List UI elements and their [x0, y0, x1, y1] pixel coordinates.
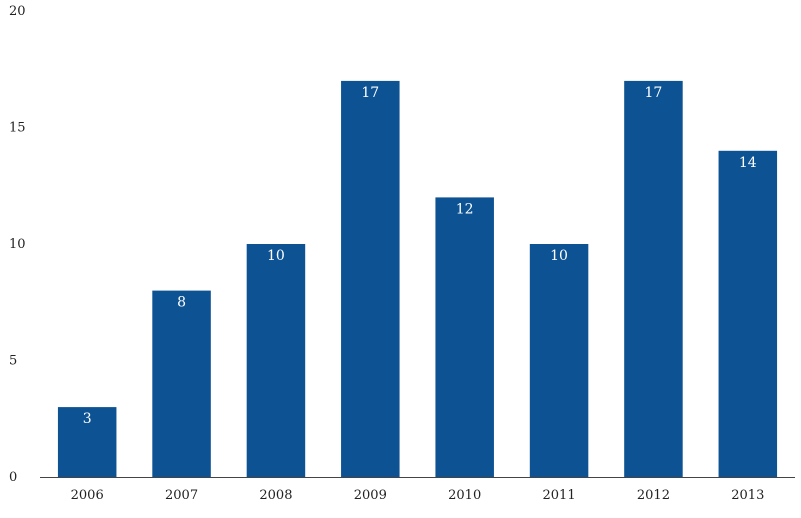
x-tick-label: 2013: [731, 488, 764, 503]
y-tick-label: 10: [9, 237, 26, 252]
data-label: 10: [267, 248, 285, 264]
bar: [529, 244, 589, 477]
bar: [435, 197, 494, 477]
data-label: 8: [177, 295, 186, 311]
data-labels: 3 8 10 17 12 10 17 14: [83, 85, 757, 427]
data-label: 14: [739, 155, 757, 171]
x-tick-label: 2006: [71, 488, 104, 503]
x-tick-label: 2009: [354, 488, 387, 503]
x-axis-ticks: 2006 2007 2008 2009 2010 2011 2012 2013: [71, 488, 765, 503]
y-tick-label: 5: [9, 354, 17, 369]
bar: [718, 150, 778, 478]
data-label: 12: [456, 201, 474, 217]
bar: [57, 407, 117, 477]
bar: [624, 80, 683, 478]
data-label: 17: [645, 85, 663, 101]
x-tick-label: 2012: [637, 488, 670, 503]
data-label: 10: [550, 248, 568, 264]
x-tick-label: 2010: [448, 488, 481, 503]
x-tick-label: 2008: [259, 488, 292, 503]
y-tick-label: 0: [9, 470, 17, 485]
x-tick-label: 2011: [543, 488, 576, 503]
bar: [152, 290, 211, 477]
data-label: 17: [361, 85, 379, 101]
x-tick-label: 2007: [165, 488, 198, 503]
y-axis-ticks: 0 5 10 15 20: [9, 4, 26, 485]
bars: [57, 80, 778, 478]
y-tick-label: 15: [9, 121, 26, 136]
bar: [246, 244, 306, 477]
data-label: 3: [83, 411, 92, 427]
bar: [341, 80, 400, 478]
y-tick-label: 20: [9, 4, 26, 19]
